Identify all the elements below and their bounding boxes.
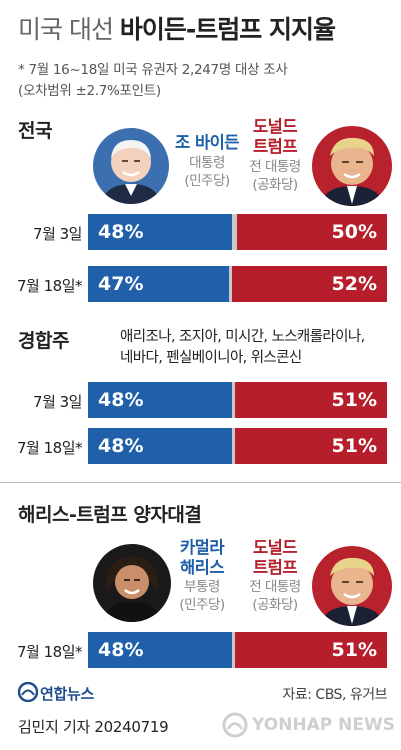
swing-states-line2: 네바다, 펜실베이니아, 위스콘신 [120,350,302,366]
chart-title: 미국 대선 바이든-트럼프 지지율 [18,10,336,46]
harris-name-last: 해리스 [179,558,225,577]
bar-republican-label: 51% [331,435,377,457]
bar-republican-label: 50% [331,221,377,243]
title-light: 미국 대선 [18,15,114,44]
row-label: 7월 18일* [17,643,83,661]
bar-undecided [232,214,237,250]
title-bold: 바이든-트럼프 지지율 [119,15,336,44]
bar-democrat-label: 48% [98,221,144,243]
bar-democrat: 47% [88,266,229,302]
section-national: 전국 [18,120,52,142]
bar-republican: 50% [237,214,387,250]
bar-republican-label: 52% [331,273,377,295]
biden-name: 조 바이든 [175,133,239,152]
trump1-photo [312,126,392,206]
trump2-party: (공화당) [252,597,298,613]
bar-undecided [229,266,232,302]
bar-republican-label: 51% [331,639,377,661]
bar-republican: 51% [235,428,387,464]
bar-undecided [232,428,235,464]
bar-republican: 52% [232,266,387,302]
biden-party: (민주당) [184,173,230,189]
biden-photo [93,128,169,204]
row-label: 7월 3일 [33,225,82,243]
reporter-credit: 김민지 기자 20240719 [18,718,169,736]
trump2-name-first: 도널드 [252,538,298,557]
yonhap-logo-text: 연합뉴스 [40,685,95,703]
trump2-role: 전 대통령 [249,579,301,595]
harris-role: 부통령 [184,579,220,595]
row-label: 7월 3일 [33,393,82,411]
survey-note: * 7월 16~18일 미국 유권자 2,247명 대상 조사 [18,62,288,78]
bar-democrat-label: 48% [98,389,144,411]
swing-states-line1: 애리조나, 조지아, 미시간, 노스캐롤라이나, [120,329,365,345]
bar-democrat: 48% [88,428,232,464]
bar-republican: 51% [235,382,387,418]
section-divider [0,482,401,483]
trump2-name-last: 트럼프 [252,558,298,577]
bar-republican-label: 51% [331,389,377,411]
trump1-name-first: 도널드 [252,117,298,136]
row-label: 7월 18일* [17,277,83,295]
trump1-party: (공화당) [252,177,298,193]
trump1-name-last: 트럼프 [252,137,298,156]
section-swing: 경합주 [18,330,69,352]
bar-undecided [232,382,235,418]
harris-party: (민주당) [179,597,225,613]
row-label: 7월 18일* [17,439,83,457]
bar-democrat-label: 47% [98,273,144,295]
trump2-photo [312,546,392,626]
bar-undecided [232,632,235,668]
yonhap-logo-icon [17,681,39,703]
bar-democrat: 48% [88,382,232,418]
bar-republican: 51% [235,632,387,668]
harris-photo [93,544,171,622]
bar-democrat-label: 48% [98,435,144,457]
harris-name-first: 카멀라 [179,538,225,557]
section-harris: 해리스-트럼프 양자대결 [18,504,202,526]
bar-democrat: 48% [88,632,232,668]
source-text: 자료: CBS, 유거브 [282,687,388,703]
biden-role: 대통령 [189,155,225,171]
bar-democrat-label: 48% [98,639,144,661]
watermark-text: YONHAP NEWS [252,715,395,735]
watermark-logo-icon [222,712,248,738]
margin-note: (오차범위 ±2.7%포인트) [18,83,161,99]
trump1-role: 전 대통령 [249,159,301,175]
bar-democrat: 48% [88,214,232,250]
